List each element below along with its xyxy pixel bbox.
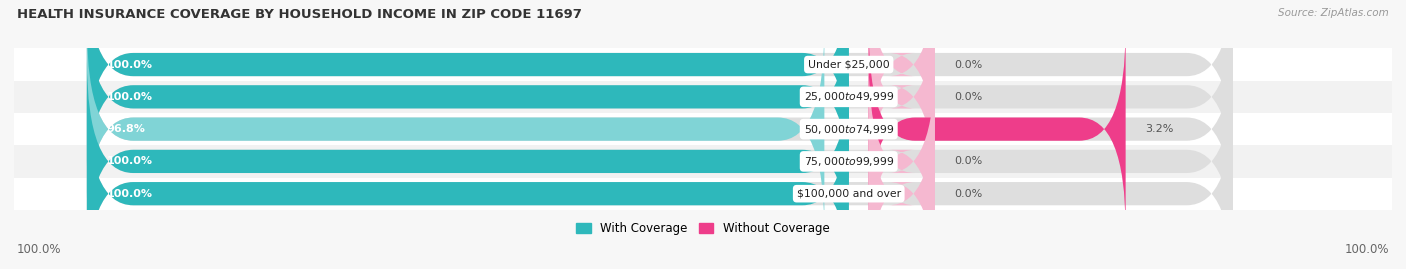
Bar [14,113,1392,145]
Text: HEALTH INSURANCE COVERAGE BY HOUSEHOLD INCOME IN ZIP CODE 11697: HEALTH INSURANCE COVERAGE BY HOUSEHOLD I… [17,8,582,21]
Text: 100.0%: 100.0% [107,156,153,167]
Bar [14,145,1392,178]
FancyBboxPatch shape [869,0,935,198]
FancyBboxPatch shape [869,92,935,269]
Text: 100.0%: 100.0% [107,189,153,199]
FancyBboxPatch shape [87,28,824,231]
FancyBboxPatch shape [869,28,1126,231]
Text: $25,000 to $49,999: $25,000 to $49,999 [804,90,894,103]
FancyBboxPatch shape [87,0,1233,198]
Text: 0.0%: 0.0% [955,189,983,199]
Text: 96.8%: 96.8% [107,124,146,134]
FancyBboxPatch shape [87,0,849,198]
FancyBboxPatch shape [87,60,1233,263]
Text: 3.2%: 3.2% [1146,124,1174,134]
Text: 100.0%: 100.0% [107,92,153,102]
Text: Under $25,000: Under $25,000 [808,59,890,70]
Text: 100.0%: 100.0% [1344,243,1389,256]
FancyBboxPatch shape [87,92,1233,269]
Bar [14,81,1392,113]
FancyBboxPatch shape [87,0,849,166]
FancyBboxPatch shape [87,60,849,263]
Bar [14,48,1392,81]
FancyBboxPatch shape [87,0,1233,166]
FancyBboxPatch shape [869,0,935,166]
Text: $50,000 to $74,999: $50,000 to $74,999 [804,123,894,136]
Text: Source: ZipAtlas.com: Source: ZipAtlas.com [1278,8,1389,18]
Legend: With Coverage, Without Coverage: With Coverage, Without Coverage [572,217,834,239]
Text: 100.0%: 100.0% [17,243,62,256]
Text: 0.0%: 0.0% [955,59,983,70]
Text: 100.0%: 100.0% [107,59,153,70]
Bar [14,178,1392,210]
Text: 0.0%: 0.0% [955,92,983,102]
FancyBboxPatch shape [869,60,935,263]
FancyBboxPatch shape [87,28,1233,231]
Text: $75,000 to $99,999: $75,000 to $99,999 [804,155,894,168]
FancyBboxPatch shape [87,92,849,269]
Text: 0.0%: 0.0% [955,156,983,167]
Text: $100,000 and over: $100,000 and over [797,189,901,199]
